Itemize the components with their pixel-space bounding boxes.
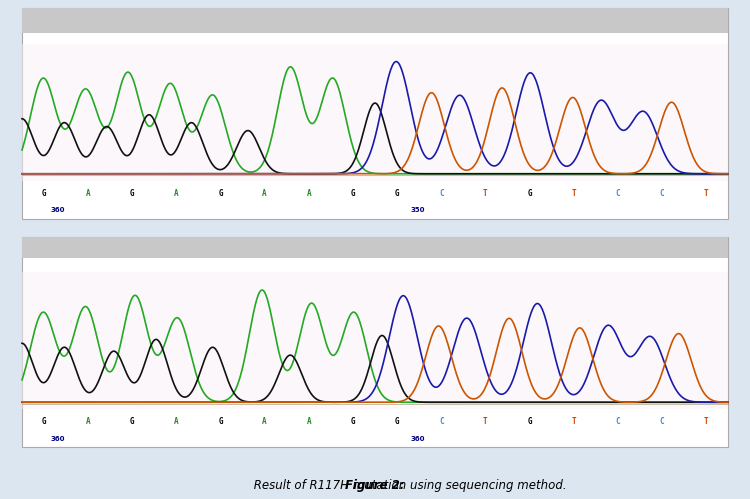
Text: C: C	[615, 189, 620, 198]
Text: A: A	[86, 417, 91, 426]
FancyBboxPatch shape	[22, 44, 728, 181]
Text: C: C	[659, 417, 664, 426]
Text: A: A	[174, 417, 178, 426]
Text: Figure 2:: Figure 2:	[345, 479, 405, 492]
Text: T: T	[483, 417, 488, 426]
Text: C: C	[615, 417, 620, 426]
Text: Result of R117H mutation using sequencing method.: Result of R117H mutation using sequencin…	[250, 479, 566, 492]
Text: 360: 360	[50, 436, 64, 442]
Text: G: G	[218, 189, 223, 198]
Text: G: G	[527, 417, 532, 426]
Text: G: G	[394, 417, 399, 426]
Text: G: G	[42, 189, 46, 198]
Text: 350: 350	[410, 207, 424, 213]
FancyBboxPatch shape	[22, 8, 728, 33]
Text: A: A	[86, 189, 91, 198]
FancyBboxPatch shape	[22, 237, 728, 447]
Text: T: T	[704, 189, 708, 198]
Text: A: A	[262, 189, 267, 198]
FancyBboxPatch shape	[22, 8, 728, 219]
Text: T: T	[483, 189, 488, 198]
Text: C: C	[659, 189, 664, 198]
Text: C: C	[439, 417, 443, 426]
Text: A: A	[262, 417, 267, 426]
Text: G: G	[394, 189, 399, 198]
Text: T: T	[572, 417, 576, 426]
Text: G: G	[42, 417, 46, 426]
Text: G: G	[218, 417, 223, 426]
Text: G: G	[130, 189, 135, 198]
Text: A: A	[307, 417, 311, 426]
Text: A: A	[174, 189, 178, 198]
Text: A: A	[307, 189, 311, 198]
Text: G: G	[527, 189, 532, 198]
Text: 360: 360	[50, 207, 64, 213]
Text: G: G	[130, 417, 135, 426]
FancyBboxPatch shape	[22, 272, 728, 409]
Text: C: C	[439, 189, 443, 198]
Text: G: G	[350, 189, 355, 198]
Text: T: T	[704, 417, 708, 426]
Text: G: G	[350, 417, 355, 426]
FancyBboxPatch shape	[22, 237, 728, 257]
Text: T: T	[572, 189, 576, 198]
Text: 360: 360	[410, 436, 424, 442]
